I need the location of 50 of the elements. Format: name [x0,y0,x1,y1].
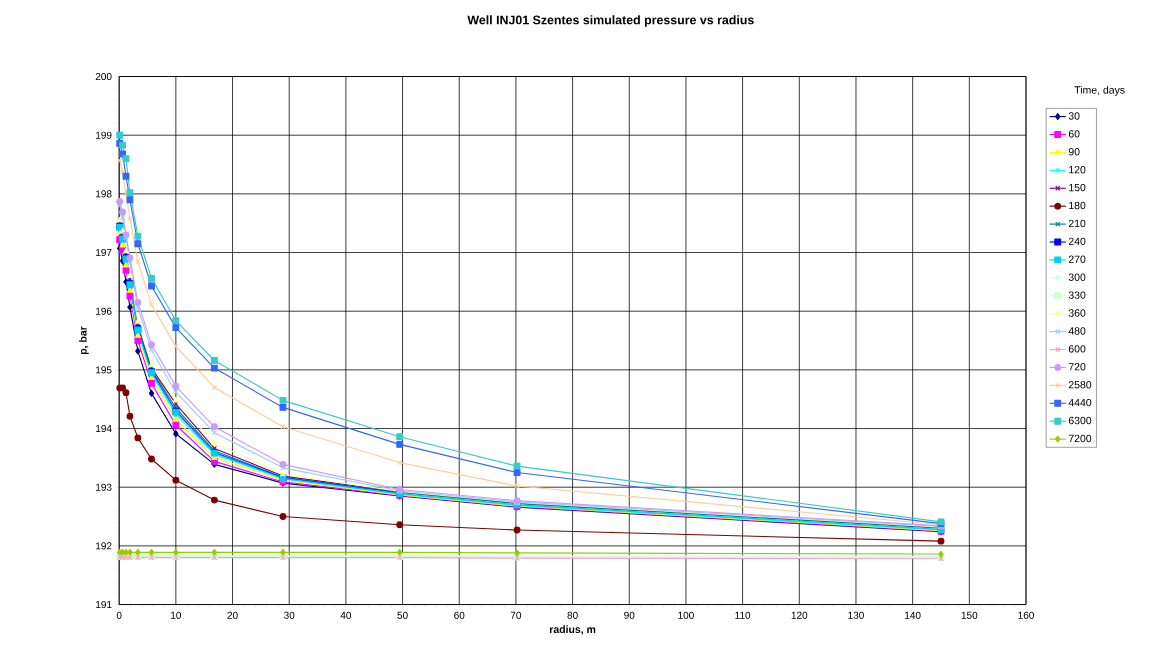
x-tick-label: 70 [510,611,522,619]
x-tick-label: 60 [454,611,465,619]
legend-label: 6300 [1068,416,1092,425]
legend-label: 180 [1069,201,1086,210]
y-tick-label: 193 [96,483,112,491]
x-tick-label: 160 [1018,611,1034,619]
x-tick-label: 150 [961,611,978,619]
x-tick-label: 30 [284,611,295,619]
legend-label: 720 [1068,362,1086,371]
y-tick-label: 194 [96,424,112,432]
chart-title: Well INJ01 Szentes simulated pressure vs radius [467,15,754,27]
x-tick-label: 100 [678,611,694,619]
x-tick-label: 120 [791,611,808,619]
y-tick-label: 191 [96,600,112,608]
legend-label: 210 [1068,219,1086,227]
legend-label: 300 [1068,273,1086,281]
legend-label: 7200 [1068,434,1092,442]
legend-label: 30 [1068,112,1080,120]
legend-label: 90 [1068,147,1080,156]
x-axis-title: radius, m [549,625,596,635]
legend-label: 480 [1068,327,1086,335]
x-tick-label: 80 [567,611,578,619]
x-tick-label: 130 [848,611,864,619]
legend-label: 2580 [1068,380,1092,389]
y-tick-label: 192 [96,542,112,550]
legend-label: 240 [1068,237,1086,245]
legend-label: 330 [1068,291,1086,299]
y-tick-label: 195 [96,366,112,374]
legend-label: 600 [1068,344,1086,353]
legend-label: 360 [1068,309,1086,317]
legend-label: 4440 [1068,398,1092,407]
legend-label: 60 [1068,129,1080,138]
legend-title: Time, days [1074,85,1125,96]
y-tick-label: 196 [96,307,112,315]
y-tick-label: 199 [96,131,112,139]
legend-label: 150 [1069,183,1086,192]
y-tick-label: 197 [96,248,112,256]
x-tick-label: 50 [397,611,408,619]
legend-label: 270 [1068,255,1086,263]
x-tick-label: 10 [171,611,182,619]
x-tick-label: 0 [116,611,122,619]
y-axis-title: p, bar [78,326,89,354]
x-tick-label: 90 [624,611,635,619]
legend-label: 120 [1069,165,1086,174]
y-tick-label: 200 [95,72,112,80]
x-tick-label: 40 [340,611,352,619]
x-tick-label: 110 [735,611,751,619]
y-tick-label: 198 [96,190,112,198]
x-tick-label: 140 [905,611,921,619]
x-tick-label: 20 [227,611,238,619]
